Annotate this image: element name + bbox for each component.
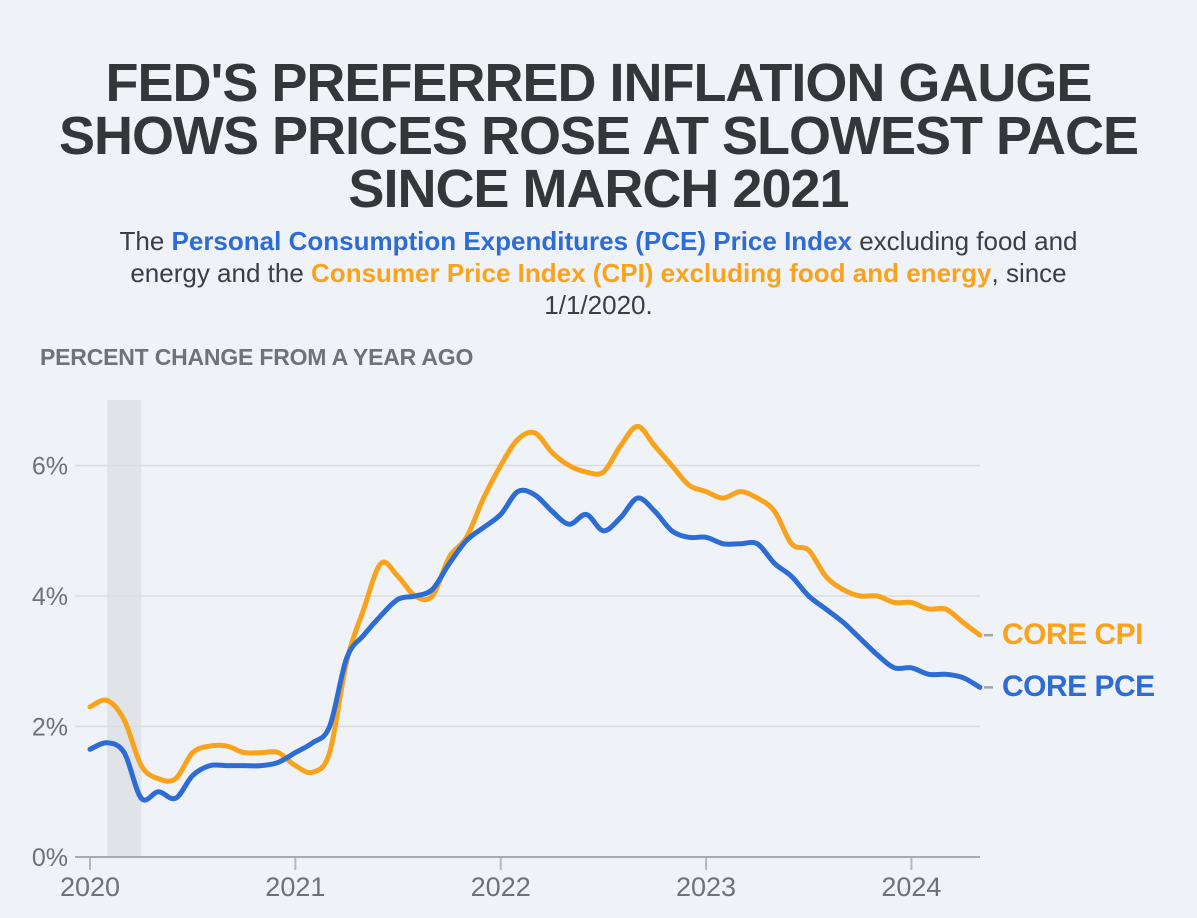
y-tick-label: 0% bbox=[32, 844, 68, 872]
chart-subtitle: The Personal Consumption Expenditures (P… bbox=[101, 225, 1096, 321]
subtitle-suffix: , since 1/1/2020. bbox=[544, 258, 1067, 320]
core-cpi-line bbox=[87, 423, 983, 784]
title-line-3: SINCE MARCH 2021 bbox=[348, 159, 849, 220]
cpi-series-mention: Consumer Price Index (CPI) excluding foo… bbox=[311, 258, 992, 288]
y-tick-label: 4% bbox=[32, 583, 68, 611]
x-tick-label: 2024 bbox=[881, 872, 941, 902]
y-tick-label: 6% bbox=[32, 453, 68, 481]
x-tick-label: 2020 bbox=[60, 872, 120, 902]
inflation-line-chart: 0% 2% 4% 6% 2020 2021 2022 2023 2024 bbox=[32, 400, 993, 902]
y-tick-label: 2% bbox=[32, 714, 68, 742]
subtitle-middle: excluding food and energy and the bbox=[130, 226, 1078, 288]
legend-core-cpi: CORE CPI bbox=[1002, 618, 1144, 652]
x-tick-label: 2021 bbox=[265, 872, 325, 902]
subtitle-prefix: The bbox=[119, 226, 172, 256]
x-tick-label: 2023 bbox=[676, 872, 736, 902]
page-title: FED'S PREFERRED INFLATION GAUGE SHOWS PR… bbox=[0, 56, 1197, 220]
title-line-1: FED'S PREFERRED INFLATION GAUGE bbox=[105, 53, 1093, 114]
title-line-2: SHOWS PRICES ROSE AT SLOWEST PACE bbox=[58, 106, 1139, 167]
core-pce-line bbox=[87, 487, 983, 803]
chart-axis-title: PERCENT CHANGE FROM A YEAR AGO bbox=[40, 344, 474, 370]
x-tick-label: 2022 bbox=[471, 872, 531, 902]
pce-series-mention: Personal Consumption Expenditures (PCE) … bbox=[171, 226, 852, 256]
legend-core-pce: CORE PCE bbox=[1002, 670, 1155, 704]
